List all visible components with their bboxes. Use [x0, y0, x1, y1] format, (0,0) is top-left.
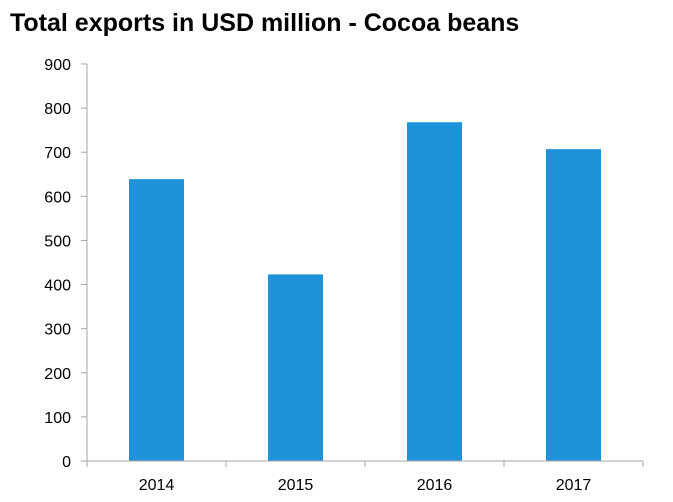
y-tick-label: 0: [62, 454, 71, 471]
y-tick-label: 700: [44, 145, 71, 162]
chart-title: Total exports in USD million - Cocoa bea…: [10, 9, 520, 37]
bar-2015: [268, 274, 323, 461]
y-tick-label: 100: [44, 410, 71, 427]
x-tick-label: 2014: [139, 477, 175, 494]
x-tick-label: 2017: [556, 477, 592, 494]
y-axis: 0 100 200 300 400 500 600 700 800 900: [44, 57, 87, 471]
y-tick-label: 200: [44, 366, 71, 383]
y-tick-label: 600: [44, 189, 71, 206]
bar-series: [129, 122, 601, 461]
x-tick-label: 2016: [417, 477, 453, 494]
y-tick-label: 500: [44, 233, 71, 250]
x-axis: 2014 2015 2016 2017: [86, 461, 644, 494]
bar-2016: [407, 122, 462, 461]
y-tick-label: 300: [44, 322, 71, 339]
y-tick-label: 400: [44, 278, 71, 295]
x-tick-label: 2015: [278, 477, 314, 494]
y-tick-label: 900: [44, 57, 71, 74]
bar-2014: [129, 179, 184, 461]
bar-2017: [546, 149, 601, 461]
y-tick-label: 800: [44, 101, 71, 118]
